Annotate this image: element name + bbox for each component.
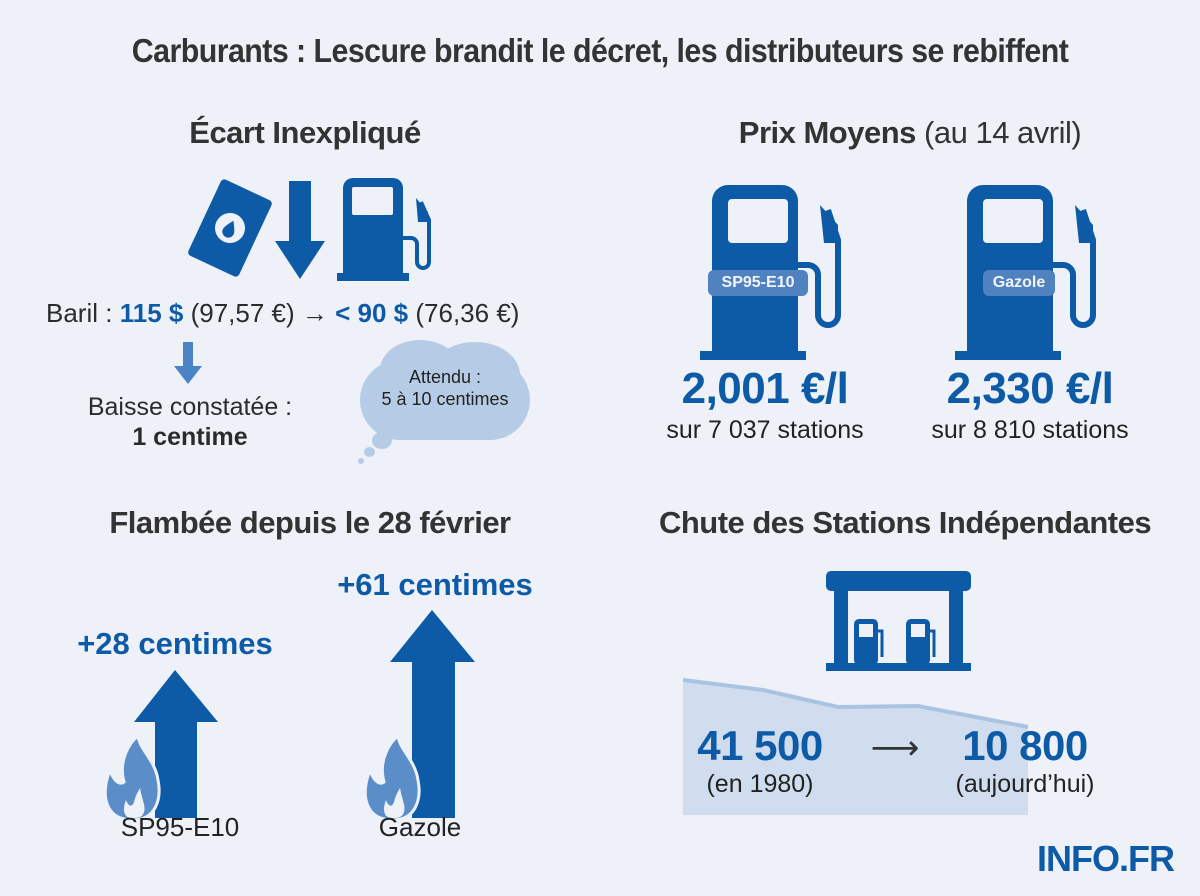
increase-gazole: +61 centimes [337, 567, 533, 602]
stations-today-value: 10 800 [962, 722, 1088, 769]
stations-gazole: sur 8 810 stations [931, 416, 1129, 444]
price-sp95: 2,001 €/l [681, 364, 849, 413]
up-arrow-gazole-icon [363, 610, 475, 820]
flame-icon [103, 733, 161, 820]
cloud-puff [364, 447, 375, 457]
observed-label: Baisse constatée : [87, 393, 293, 421]
small-down-arrow-icon [174, 342, 202, 384]
baril-line: Baril : 115 $ (97,57 €) → < 90 $ (76,36 … [46, 298, 566, 329]
baril-from-usd: 115 $ [119, 298, 184, 328]
oil-barrel-icon [188, 179, 272, 277]
section-title-flambee: Flambée depuis le 28 février [109, 505, 511, 540]
flame-icon [363, 733, 421, 820]
label-flambee-sp95: SP95-E10 [120, 812, 240, 842]
expected-line1: Attendu : [408, 367, 482, 387]
baril-to-eur: (76,36 €) [415, 298, 520, 328]
up-arrow-sp95-icon [103, 670, 218, 820]
expected-cloud [360, 340, 530, 440]
increase-sp95: +28 centimes [77, 626, 273, 661]
stations-today-label: (aujourd’hui) [955, 770, 1095, 798]
baril-arrow: → [301, 298, 328, 328]
price-gazole: 2,330 €/l [946, 364, 1114, 413]
stations-1980-label: (en 1980) [706, 770, 814, 798]
page-title: Carburants : Lescure brandit le décret, … [131, 32, 1069, 69]
prix-heading-light: (au 14 avril) [924, 115, 1082, 150]
baril-to-usd: < 90 $ [335, 298, 409, 328]
baril-label: Baril : [46, 298, 113, 328]
brand-logo: INFO.FR [1037, 838, 1175, 879]
decline-arrow: ⟶ [870, 729, 920, 767]
prix-heading-bold: Prix Moyens [738, 115, 917, 150]
observed-value: 1 centime [132, 423, 248, 451]
section-title-ecart: Écart Inexpliqué [189, 115, 421, 150]
fuel-pump-icon [337, 178, 431, 281]
cloud-puff [358, 458, 364, 464]
label-flambee-gazole: Gazole [378, 812, 462, 842]
baril-from-eur: (97,57 €) [190, 298, 295, 328]
expected-line2: 5 à 10 centimes [381, 389, 509, 409]
label-gazole: Gazole [983, 270, 1055, 296]
stations-1980-value: 41 500 [697, 722, 823, 769]
down-arrow-icon [275, 181, 325, 279]
cloud-puff [372, 432, 392, 449]
label-sp95: SP95-E10 [708, 270, 808, 296]
gas-station-icon [826, 571, 971, 671]
section-title-chute: Chute des Stations Indépendantes [658, 505, 1152, 540]
decline-area-chart [683, 678, 1029, 815]
section-title-prix: Prix Moyens (au 14 avril) [640, 115, 1180, 151]
stations-sp95: sur 7 037 stations [666, 416, 864, 444]
barrel-to-pump-icons [188, 178, 431, 281]
